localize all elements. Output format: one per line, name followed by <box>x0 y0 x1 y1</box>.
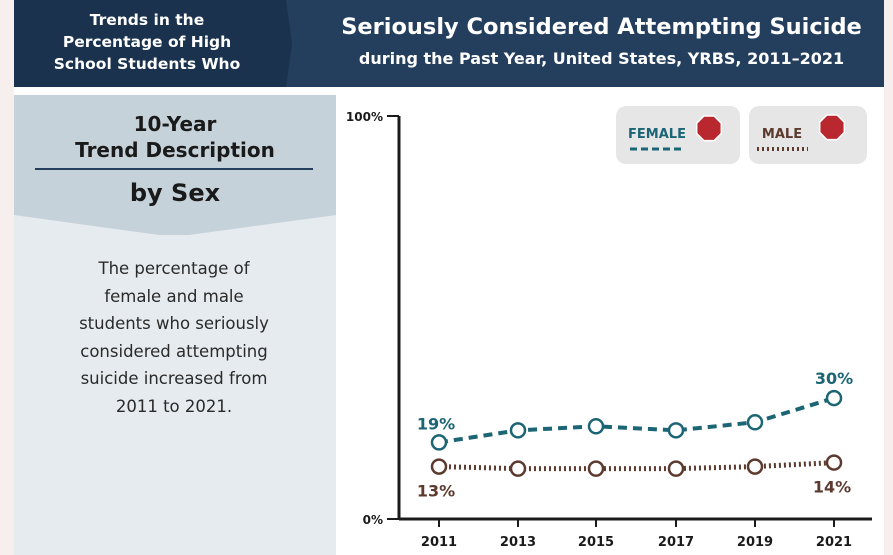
data-label: 13% <box>417 482 455 501</box>
x-tick-label: 2021 <box>816 535 852 550</box>
line-chart: FEMALE MALE 100% 0% 2011 2013 2015 2017 2019 20… <box>346 106 872 550</box>
header-bar: Trends in the Percentage of High School … <box>14 0 884 87</box>
legend-female: FEMALE <box>616 106 740 164</box>
trend-description-panel: 10-Year Trend Description by Sex The per… <box>14 95 336 555</box>
stop-sign-icon <box>818 114 846 141</box>
chart-axes: 100% 0% 2011 2013 2015 2017 2019 2021 <box>346 110 872 550</box>
header-left-line: Percentage of High <box>62 33 232 51</box>
data-point-male <box>587 460 605 477</box>
page-title: Seriously Considered Attempting Suicide <box>341 14 862 40</box>
data-point-female <box>825 389 843 407</box>
header-left-panel: Trends in the Percentage of High School … <box>14 0 292 87</box>
x-tick-label: 2013 <box>500 535 536 550</box>
data-point-male <box>509 460 527 477</box>
y-tick-label: 0% <box>363 513 383 527</box>
description-line: considered attempting <box>80 341 268 361</box>
x-tick-label: 2011 <box>421 535 457 550</box>
trend-description-heading: 10-Year Trend Description <box>14 111 336 163</box>
data-point-female <box>746 414 764 431</box>
description-line: female and male <box>104 286 244 306</box>
data-point-male <box>667 460 685 477</box>
legend-male: MALE <box>749 106 867 164</box>
series-line-male <box>438 460 835 472</box>
heading-line: 10-Year <box>133 112 217 136</box>
series-line-female <box>438 396 835 445</box>
data-point-male <box>430 458 448 475</box>
data-point-female <box>509 422 527 439</box>
header-left-line: Trends in the <box>89 11 205 29</box>
y-tick-label: 100% <box>346 110 383 124</box>
trend-description-header <box>14 95 336 235</box>
chart-series: 19% 30% 13% 14% <box>417 369 853 501</box>
trend-description-text: The percentage of female and male studen… <box>54 255 294 420</box>
data-point-female <box>430 434 448 451</box>
data-label: 14% <box>813 478 851 497</box>
header-left-text: Trends in the Percentage of High School … <box>22 9 272 75</box>
legend-female-label: FEMALE <box>628 127 686 142</box>
x-tick-label: 2019 <box>737 535 773 550</box>
data-label: 19% <box>417 414 455 433</box>
data-label: 30% <box>815 369 853 388</box>
page-subtitle: during the Past Year, United States, YRB… <box>358 49 845 68</box>
infographic-frame: Trends in the Percentage of High School … <box>14 0 884 555</box>
data-point-female <box>587 418 605 435</box>
description-line: students who seriously <box>79 314 269 333</box>
data-point-male <box>825 454 843 471</box>
description-line: 2011 to 2021. <box>115 396 233 416</box>
data-point-female <box>667 422 685 439</box>
heading-line: Trend Description <box>75 138 275 162</box>
legend-male-label: MALE <box>762 127 802 142</box>
description-line: suicide increased from <box>80 369 268 388</box>
x-tick-label: 2017 <box>658 535 694 550</box>
trend-description-subheading: by Sex <box>129 179 221 207</box>
stop-sign-icon <box>695 115 723 142</box>
heading-divider <box>35 168 313 170</box>
x-tick-label: 2015 <box>578 535 614 550</box>
data-point-male <box>746 458 764 475</box>
header-left-line: School Students Who <box>53 55 241 73</box>
description-line: The percentage of <box>98 259 250 278</box>
